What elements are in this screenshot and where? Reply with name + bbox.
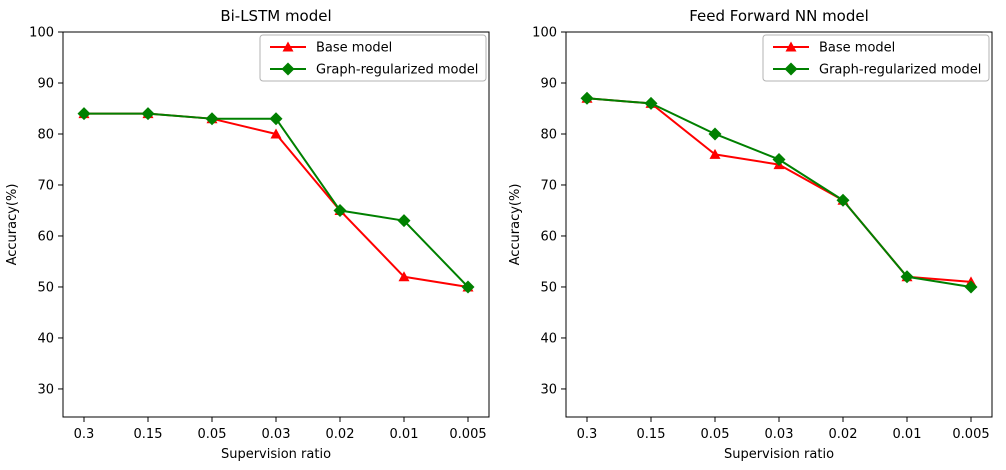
legend-marker-triangle xyxy=(282,41,294,52)
data-point-marker xyxy=(398,271,410,282)
y-axis-label: Accuracy(%) xyxy=(5,184,20,266)
x-tick-label: 0.3 xyxy=(74,427,95,442)
y-tick-label: 60 xyxy=(37,229,54,244)
chart-title: Bi-LSTM model xyxy=(220,7,331,25)
x-tick-label: 0.01 xyxy=(390,427,419,442)
x-tick-label: 0.15 xyxy=(637,427,666,442)
data-point-marker xyxy=(836,193,850,207)
y-tick-label: 50 xyxy=(37,280,54,295)
x-tick-label: 0.15 xyxy=(134,427,163,442)
legend-item: Graph-regularized model xyxy=(270,62,478,78)
y-tick-label: 60 xyxy=(540,229,557,244)
y-tick-label: 30 xyxy=(540,382,557,397)
legend: Base model Graph-regularized model xyxy=(259,34,487,82)
data-point-marker xyxy=(333,203,347,217)
data-point-marker xyxy=(772,152,786,166)
legend-label: Graph-regularized model xyxy=(316,63,478,78)
x-tick-label: 0.01 xyxy=(893,427,922,442)
data-point-marker xyxy=(270,128,282,139)
chart-ffnn: 30 40 50 60 70 80 90 100 0.3 0.15 0.05 0.03 0.02 0.01… xyxy=(503,0,1006,470)
x-tick-label: 0.03 xyxy=(262,427,291,442)
x-tick-label: 0.02 xyxy=(326,427,355,442)
data-point-marker xyxy=(580,91,594,105)
data-point-marker xyxy=(709,148,721,159)
series-diamond xyxy=(77,107,475,294)
chart-title: Feed Forward NN model xyxy=(689,7,869,25)
x-tick-label: 0.05 xyxy=(198,427,227,442)
x-tick-label: 0.3 xyxy=(577,427,598,442)
legend-box xyxy=(762,34,990,82)
data-point-marker xyxy=(964,280,978,294)
legend-box xyxy=(259,34,487,82)
data-point-marker xyxy=(269,112,283,126)
x-axis-label: Supervision ratio xyxy=(221,447,331,462)
legend-label: Base model xyxy=(819,41,895,56)
x-tick-label: 0.05 xyxy=(701,427,730,442)
y-tick-label: 100 xyxy=(532,26,557,41)
y-tick-label: 80 xyxy=(37,127,54,142)
y-tick-label: 40 xyxy=(540,331,557,346)
y-tick-label: 90 xyxy=(37,76,54,91)
legend-item: Graph-regularized model xyxy=(773,62,981,78)
legend: Base model Graph-regularized model xyxy=(762,34,990,82)
data-point-marker xyxy=(708,127,722,141)
chart-bilstm: 30 40 50 60 70 80 90 100 0.3 0.15 0.05 0.03 0.02 0.01… xyxy=(5,7,490,462)
data-point-marker xyxy=(900,270,914,284)
plot-area xyxy=(62,31,490,418)
x-tick-label: 0.03 xyxy=(765,427,794,442)
y-tick-label: 70 xyxy=(540,178,557,193)
x-tick-label: 0.005 xyxy=(952,427,989,442)
y-tick-label: 50 xyxy=(540,280,557,295)
series-diamond xyxy=(580,91,978,294)
y-tick-label: 30 xyxy=(37,382,54,397)
legend-label: Graph-regularized model xyxy=(819,63,981,78)
data-point-marker xyxy=(141,107,155,121)
y-tick-label: 90 xyxy=(540,76,557,91)
x-axis-label: Supervision ratio xyxy=(724,447,834,462)
legend-item: Base model xyxy=(773,41,895,56)
data-point-marker xyxy=(77,107,91,121)
data-point-marker xyxy=(644,96,658,110)
legend-marker-diamond xyxy=(281,62,295,76)
y-tick-label: 40 xyxy=(37,331,54,346)
y-tick-label: 80 xyxy=(540,127,557,142)
data-point-marker xyxy=(461,280,475,294)
y-tick-label: 100 xyxy=(29,26,54,41)
x-tick-label: 0.005 xyxy=(449,427,486,442)
legend-marker-diamond xyxy=(784,62,798,76)
x-tick-label: 0.02 xyxy=(829,427,858,442)
plot-area xyxy=(565,31,993,418)
y-axis-label: Accuracy(%) xyxy=(508,184,523,266)
legend-item: Base model xyxy=(270,41,392,56)
legend-label: Base model xyxy=(316,41,392,56)
y-tick-label: 70 xyxy=(37,178,54,193)
data-point-marker xyxy=(397,214,411,228)
chart-ffnn-canvas: 30 40 50 60 70 80 90 100 0.3 0.15 0.05 0.03 0.02 0.01… xyxy=(508,7,993,462)
legend-marker-triangle xyxy=(785,41,797,52)
data-point-marker xyxy=(205,112,219,126)
chart-bilstm-canvas: 30 40 50 60 70 80 90 100 0.3 0.15 0.05 0.03 0.02 0.01… xyxy=(5,7,490,462)
